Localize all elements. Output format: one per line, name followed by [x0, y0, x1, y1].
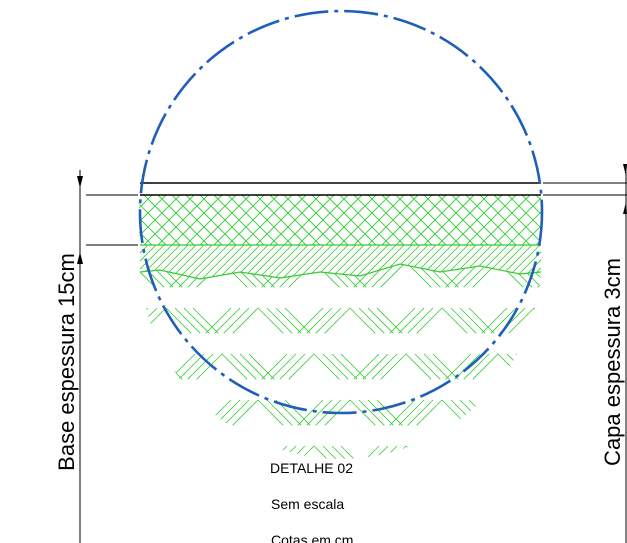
subgrade-hatch — [140, 264, 541, 459]
scale-note: Sem escala — [271, 496, 344, 512]
detail-title: DETALHE 02 — [270, 460, 353, 476]
capa-thickness-label: Capa espessura 3cm — [600, 258, 625, 466]
base-layer-hatch — [138, 195, 543, 245]
base-dimension — [77, 170, 138, 543]
base-thickness-label: Base espessura 15cm — [54, 253, 79, 471]
detail-circle — [138, 9, 544, 415]
soil-boundary-line — [139, 263, 542, 280]
capa-dimension — [543, 164, 627, 543]
units-note: Cotas em cm — [271, 532, 353, 543]
